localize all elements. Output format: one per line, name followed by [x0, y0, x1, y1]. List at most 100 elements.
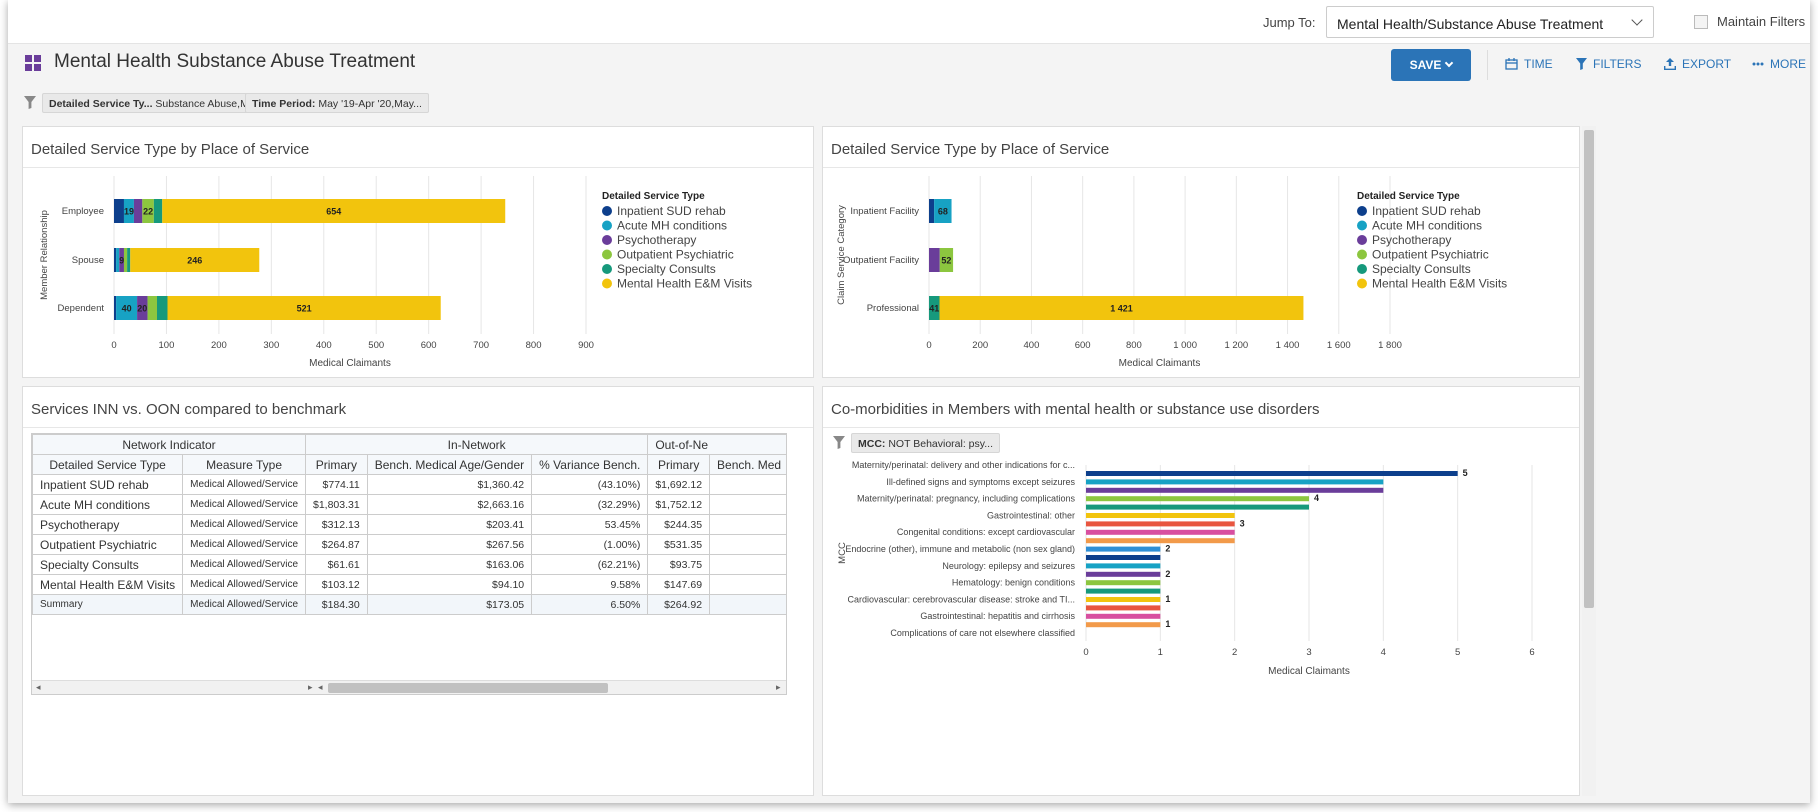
bar: [1086, 571, 1161, 577]
data-label: 1 421: [1110, 304, 1133, 314]
filter-chip-mcc[interactable]: MCC: NOT Behavioral: psy...: [851, 433, 1000, 453]
filters-button[interactable]: FILTERS: [1576, 57, 1641, 71]
table-cell: [709, 574, 786, 595]
legend-item: Mental Health E&M Visits: [1372, 277, 1507, 291]
table-cell: Medical Allowed/Service: [182, 594, 306, 615]
column-header[interactable]: Bench. Medical Age/Gender: [366, 454, 533, 475]
jump-to-select[interactable]: Mental Health/Substance Abuse Treatment: [1326, 6, 1654, 38]
group-header: In-Network: [304, 434, 649, 455]
table-cell: Medical Allowed/Service: [182, 534, 306, 555]
more-button[interactable]: MORE: [1752, 57, 1806, 71]
bar: [1086, 613, 1161, 619]
bar: [1086, 622, 1161, 628]
table-cell: $531.35: [647, 534, 711, 555]
bar-segment: [127, 248, 131, 272]
summary-row[interactable]: Summary Medical Allowed/Service $184.30 $17…: [32, 594, 786, 615]
table-cell: Acute MH conditions: [32, 494, 184, 515]
column-header[interactable]: Measure Type: [182, 454, 306, 475]
table-cell: Medical Allowed/Service: [182, 494, 306, 515]
data-label: 22: [143, 207, 153, 217]
calendar-icon: [1505, 58, 1518, 70]
maintain-filters-checkbox[interactable]: [1694, 14, 1708, 29]
legend-item: Outpatient Psychiatric: [617, 248, 734, 262]
maintain-filters-toggle[interactable]: Maintain Filters: [1694, 14, 1805, 29]
group-header: Network Indicator: [32, 434, 306, 455]
y-tick-label: Maternity/perinatal: pregnancy, includin…: [857, 494, 1075, 504]
scroll-left-icon[interactable]: ◂: [36, 682, 41, 692]
table-row[interactable]: Inpatient SUD rehab Medical Allowed/Servi…: [32, 474, 786, 495]
scrollbar-thumb[interactable]: [1584, 130, 1594, 608]
x-tick-label: 400: [316, 340, 332, 351]
table-cell: $94.10: [366, 574, 533, 595]
table-row[interactable]: Mental Health E&M Visits Medical Allowed/…: [32, 574, 786, 595]
page-title: Mental Health Substance Abuse Treatment: [54, 51, 416, 72]
column-header[interactable]: Primary: [647, 454, 711, 475]
vertical-scrollbar[interactable]: [1582, 126, 1596, 796]
panel-title: Detailed Service Type by Place of Servic…: [831, 141, 1110, 158]
table-row[interactable]: Outpatient Psychiatric Medical Allowed/Se…: [32, 534, 786, 555]
chart-panel-member-relationship: Detailed Service Type by Place of Servic…: [22, 126, 814, 378]
bar-segment: [142, 199, 154, 223]
scroll-right-icon[interactable]: ▸: [776, 682, 781, 692]
data-label: 246: [187, 256, 202, 266]
table-cell: (1.00%): [531, 534, 649, 555]
y-tick-label: Gastrointestinal: other: [987, 510, 1075, 520]
data-label: 3: [1240, 518, 1245, 528]
bar: [1086, 538, 1235, 544]
y-tick-label: Ill-defined signs and symptoms except se…: [886, 477, 1075, 487]
bar-segment: [929, 199, 935, 223]
x-tick-label: 800: [1126, 340, 1142, 351]
y-tick-label: Hematology: benign conditions: [952, 578, 1076, 588]
title-bar: Mental Health Substance Abuse Treatment …: [8, 44, 1810, 90]
time-button[interactable]: TIME: [1505, 57, 1553, 71]
legend-item: Acute MH conditions: [617, 219, 727, 233]
grouped-bar-chart[interactable]: 0 1 2 3 4 5 6 Medical Claimants MCC Maternity/per…: [823, 455, 1579, 795]
x-tick-label: 600: [421, 340, 437, 351]
x-axis-label: Medical Claimants: [1119, 358, 1201, 369]
column-header[interactable]: Detailed Service Type: [32, 454, 184, 475]
x-tick-label: 800: [526, 340, 542, 351]
y-tick-label: Endocrine (other), immune and metabolic …: [845, 544, 1075, 554]
column-header[interactable]: % Variance Bench.: [531, 454, 649, 475]
export-button[interactable]: EXPORT: [1664, 57, 1731, 71]
stacked-bar-chart[interactable]: 0 100 200 300 400 500 600 700 800 900 Medical Clai…: [23, 168, 813, 378]
x-tick-label: 1: [1158, 647, 1163, 658]
filter-chip-service-type[interactable]: Detailed Service Ty... Substance Abuse,M…: [42, 93, 271, 113]
data-table[interactable]: Network Indicator In-Network Out-of-Ne D…: [31, 433, 787, 695]
legend-swatch: [602, 264, 612, 274]
legend-swatch: [1357, 235, 1367, 245]
x-tick-label: 200: [972, 340, 988, 351]
table-cell: $163.06: [366, 554, 533, 575]
chart-panel-claim-service: Detailed Service Type by Place of Servic…: [822, 126, 1580, 378]
column-header[interactable]: Primary: [305, 454, 368, 475]
group-header-row: Network Indicator In-Network Out-of-Ne: [32, 434, 786, 455]
divider: [1487, 50, 1488, 80]
bar-segment: [119, 248, 124, 272]
divider: [23, 427, 813, 428]
save-button[interactable]: SAVE: [1391, 49, 1471, 81]
y-tick-label: Employee: [62, 206, 104, 217]
table-row[interactable]: Specialty Consults Medical Allowed/Servic…: [32, 554, 786, 575]
column-header[interactable]: Bench. Med: [709, 454, 786, 475]
legend-item: Mental Health E&M Visits: [617, 277, 752, 291]
x-tick-label: 1 800: [1378, 340, 1402, 351]
x-axis-label: Medical Claimants: [309, 358, 391, 369]
scrollbar-thumb[interactable]: [328, 683, 608, 693]
scroll-left-icon[interactable]: ◂: [318, 682, 323, 692]
y-axis-label: MCC: [837, 542, 848, 564]
data-label: 19: [124, 207, 134, 217]
more-label: MORE: [1770, 57, 1806, 71]
table-row[interactable]: Acute MH conditions Medical Allowed/Servi…: [32, 494, 786, 515]
horizontal-scrollbar[interactable]: ◂ ▸ ◂ ▸: [32, 680, 786, 694]
stacked-bar-chart[interactable]: 0 200 400 600 800 1 000 1 200 1 400 1 600 1 800 Me…: [823, 168, 1579, 378]
y-axis-label: Claim Service Category: [836, 205, 847, 305]
scroll-right-icon[interactable]: ▸: [308, 682, 313, 692]
y-tick-label: Professional: [867, 303, 919, 314]
table-row[interactable]: Psychotherapy Medical Allowed/Service $312…: [32, 514, 786, 535]
bar-segment: [123, 248, 128, 272]
table-cell: $312.13: [305, 514, 368, 535]
filter-chip-time-period[interactable]: Time Period: May '19-Apr '20,May...: [245, 93, 429, 113]
x-tick-label: 3: [1306, 647, 1311, 658]
bar-segment: [934, 199, 952, 223]
bar-segment: [929, 296, 940, 320]
